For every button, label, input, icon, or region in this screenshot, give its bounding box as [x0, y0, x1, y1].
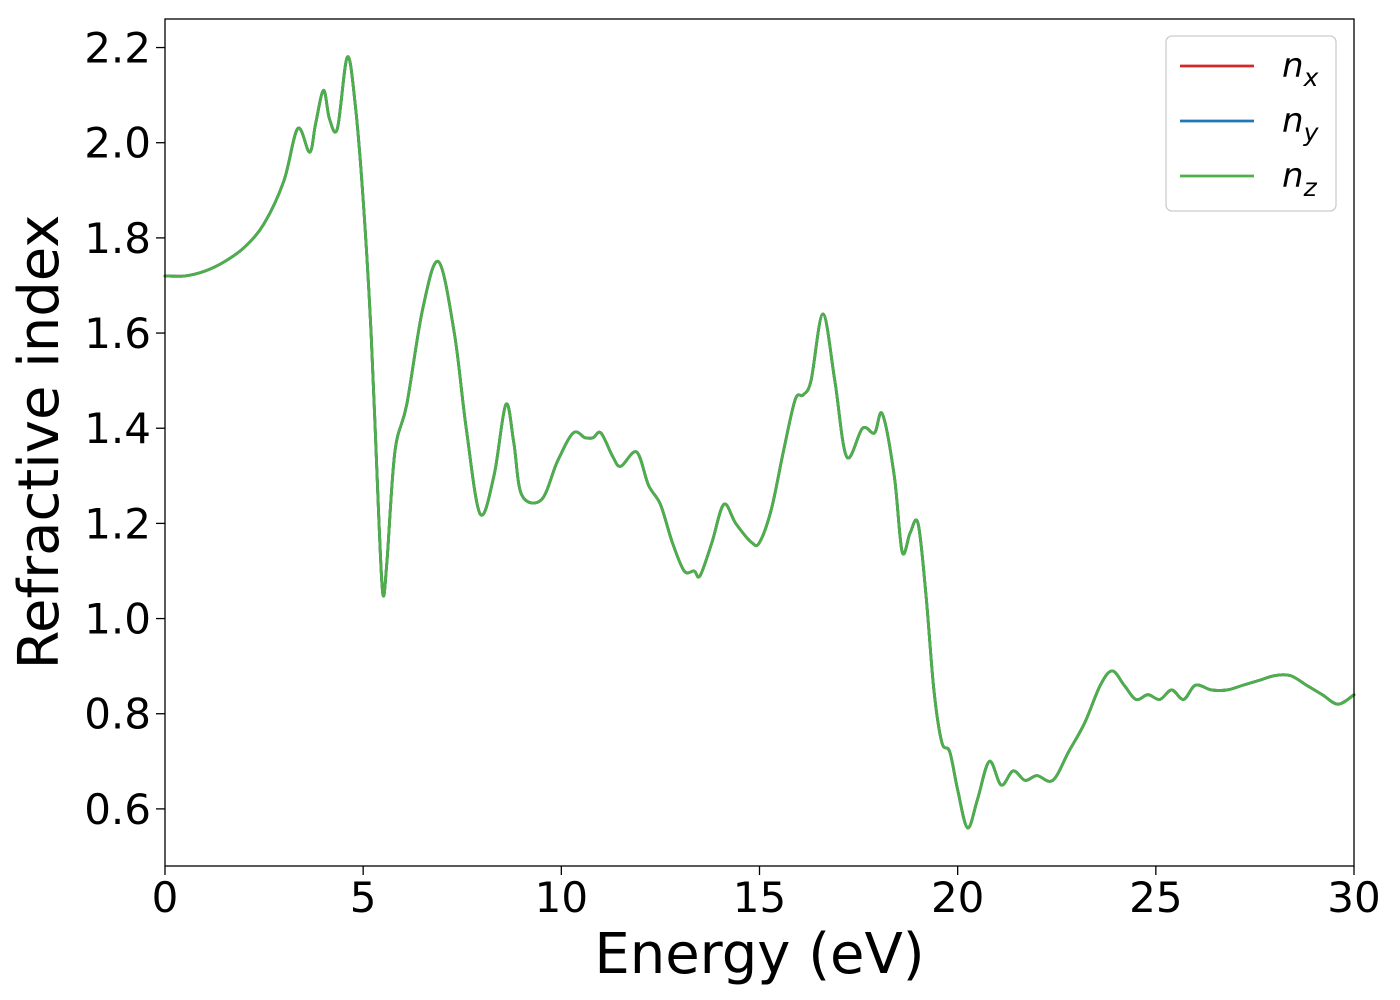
y-tick-label: 2.2 [84, 24, 151, 73]
y-tick-label: 0.6 [84, 785, 151, 834]
legend-frame [1165, 35, 1337, 212]
x-tick-label: 30 [1327, 873, 1380, 922]
y-axis-label: Refractive index [7, 215, 72, 670]
y-tick-label: 1.2 [84, 499, 151, 548]
legend-label-base: n [1282, 101, 1304, 141]
axis-ticks: 0 5 10 15 20 25 30 0.6 0.8 1.0 1.2 1.4 1.6 1.8 2.0 2.2 [84, 24, 1381, 922]
series-lines [163, 55, 1356, 830]
y-tick-label: 1.0 [84, 595, 151, 644]
y-tick-label: 2.0 [84, 119, 151, 168]
y-tick-label: 0.8 [84, 690, 151, 739]
legend-label-subscript: y [1303, 118, 1320, 147]
x-tick-label: 20 [931, 873, 984, 922]
legend-label-subscript: x [1303, 63, 1319, 92]
x-tick-label: 5 [350, 873, 377, 922]
legend-label-base: n [1282, 46, 1304, 86]
legend-label-nz: nz [1282, 156, 1318, 202]
plot-frame [164, 18, 1355, 867]
legend-label-nx: nx [1282, 46, 1319, 92]
legend-label-base: n [1282, 156, 1304, 196]
y-tick-label: 1.4 [84, 404, 151, 453]
legend-label-subscript: z [1303, 173, 1318, 202]
x-tick-label: 10 [535, 873, 588, 922]
x-tick-label: 0 [152, 873, 179, 922]
y-tick-label: 1.8 [84, 214, 151, 263]
series-line-n-z [163, 55, 1356, 830]
x-axis-label: Energy (eV) [594, 922, 924, 987]
x-tick-label: 25 [1129, 873, 1182, 922]
legend-label-ny: ny [1282, 101, 1320, 147]
y-tick-label: 1.6 [84, 309, 151, 358]
x-tick-label: 15 [733, 873, 786, 922]
